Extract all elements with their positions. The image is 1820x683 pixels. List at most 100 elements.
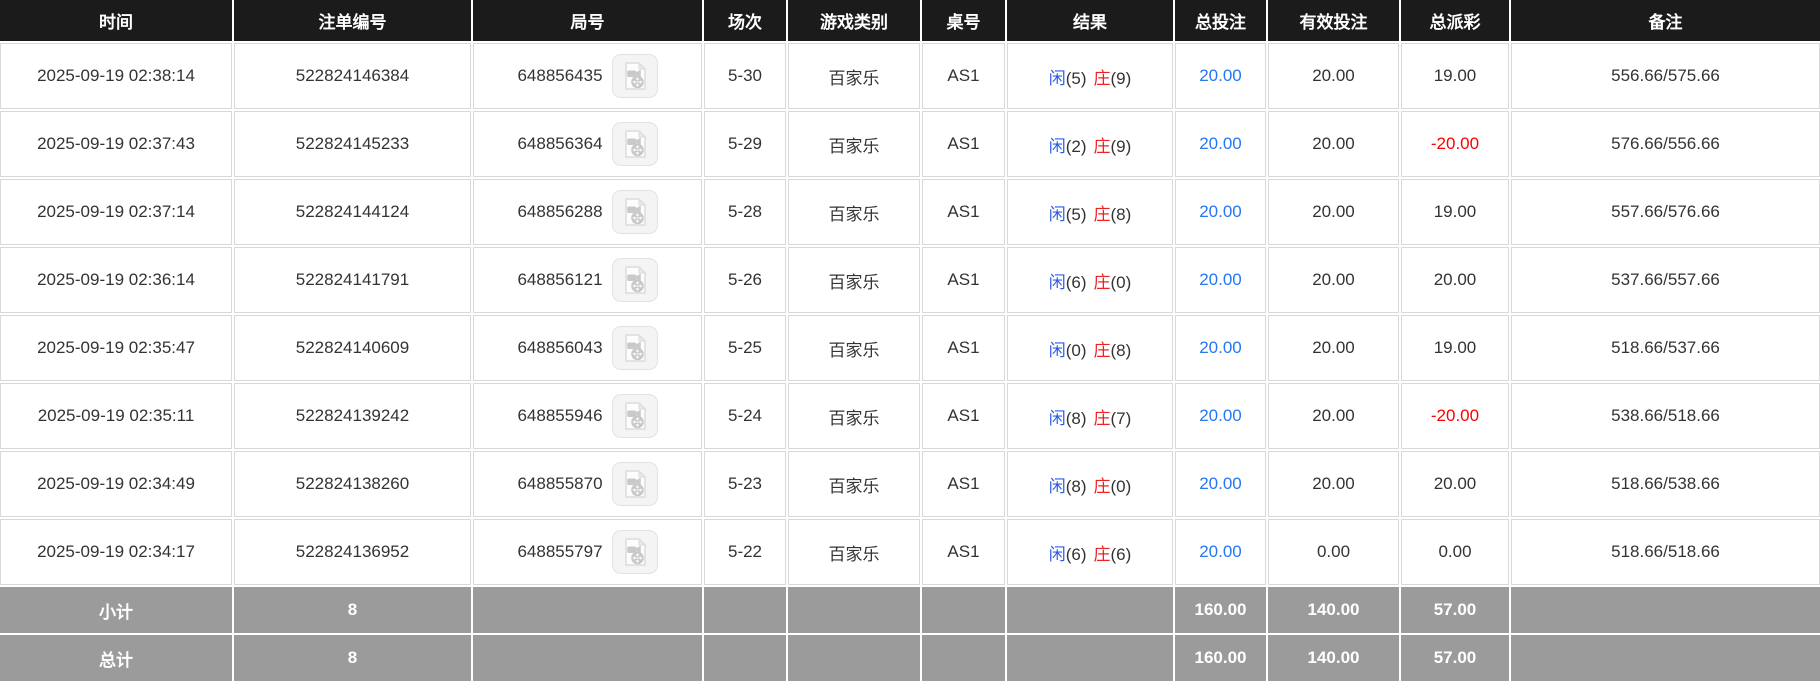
- game-number: 648856435: [517, 66, 603, 85]
- video-replay-button[interactable]: [611, 54, 658, 98]
- total-bet-value[interactable]: 20.00: [1199, 270, 1242, 289]
- total-bet-value[interactable]: 20.00: [1199, 338, 1242, 357]
- game-number: 648855870: [517, 474, 603, 493]
- cell-result: 闲(0) 庄(8): [1007, 315, 1173, 381]
- cell-game_type: 百家乐: [788, 43, 920, 109]
- cell-game_type: 百家乐: [788, 451, 920, 517]
- game-number: 648855946: [517, 406, 603, 425]
- video-replay-button[interactable]: [611, 530, 658, 574]
- banker-result-label: 庄: [1093, 204, 1111, 224]
- video-replay-button[interactable]: [611, 462, 658, 506]
- cell-valid_bet: 20.00: [1268, 451, 1399, 517]
- total-bet-value[interactable]: 20.00: [1199, 542, 1242, 561]
- banker-result-label: 庄: [1093, 408, 1111, 428]
- total-bet-value[interactable]: 20.00: [1199, 406, 1242, 425]
- game-number-group: 648855797: [478, 530, 697, 574]
- cell-time: 2025-09-19 02:37:14: [0, 179, 232, 245]
- cell-valid_bet: 20.00: [1268, 383, 1399, 449]
- total-bet-value[interactable]: 20.00: [1199, 474, 1242, 493]
- player-result-label: 闲: [1048, 136, 1066, 156]
- game-number-group: 648856288: [478, 190, 697, 234]
- player-result-score: (0): [1065, 340, 1087, 360]
- game-number: 648855797: [517, 542, 603, 561]
- video-replay-button[interactable]: [611, 122, 658, 166]
- cell-payout: 20.00: [1401, 247, 1509, 313]
- cell-table_no: AS1: [922, 111, 1005, 177]
- video-replay-icon: [624, 333, 646, 362]
- player-result-label: 闲: [1048, 204, 1066, 224]
- game-number-group: 648855946: [478, 394, 697, 438]
- cell-payout: 20.00: [1401, 451, 1509, 517]
- cell-total_bet: 20.00: [1175, 519, 1266, 585]
- summary-cell-payout: 57.00: [1401, 635, 1509, 681]
- banker-result-label: 庄: [1093, 68, 1111, 88]
- banker-result-score: (0): [1110, 272, 1132, 292]
- cell-session: 5-28: [704, 179, 786, 245]
- cell-time: 2025-09-19 02:35:11: [0, 383, 232, 449]
- player-result-score: (2): [1065, 136, 1087, 156]
- video-replay-button[interactable]: [611, 190, 658, 234]
- banker-result-label: 庄: [1093, 272, 1111, 292]
- video-replay-button[interactable]: [611, 258, 658, 302]
- video-replay-icon: [624, 265, 646, 294]
- summary-cell-game_no: [473, 635, 702, 681]
- summary-cell-table_no: [922, 635, 1005, 681]
- banker-result-label: 庄: [1093, 476, 1111, 496]
- cell-session: 5-29: [704, 111, 786, 177]
- player-result-label: 闲: [1048, 68, 1066, 88]
- cell-result: 闲(5) 庄(9): [1007, 43, 1173, 109]
- player-result-label: 闲: [1048, 340, 1066, 360]
- cell-game_no: 648856288: [473, 179, 702, 245]
- cell-session: 5-25: [704, 315, 786, 381]
- cell-game_type: 百家乐: [788, 315, 920, 381]
- summary-cell-game_type: [788, 635, 920, 681]
- video-replay-button[interactable]: [611, 394, 658, 438]
- game-number-group: 648856121: [478, 258, 697, 302]
- cell-remark: 576.66/556.66: [1511, 111, 1820, 177]
- cell-time: 2025-09-19 02:35:47: [0, 315, 232, 381]
- summary-cell-result: [1007, 635, 1173, 681]
- cell-game_no: 648855797: [473, 519, 702, 585]
- cell-time: 2025-09-19 02:38:14: [0, 43, 232, 109]
- banker-result-label: 庄: [1093, 340, 1111, 360]
- cell-valid_bet: 20.00: [1268, 43, 1399, 109]
- summary-cell-result: [1007, 587, 1173, 633]
- video-replay-icon: [624, 129, 646, 158]
- cell-game_type: 百家乐: [788, 247, 920, 313]
- cell-remark: 518.66/537.66: [1511, 315, 1820, 381]
- summary-cell-remark: [1511, 587, 1820, 633]
- summary-cell-bet_no: 8: [234, 635, 471, 681]
- cell-time: 2025-09-19 02:34:49: [0, 451, 232, 517]
- video-replay-button[interactable]: [611, 326, 658, 370]
- column-header-game_type: 游戏类别: [788, 0, 920, 41]
- cell-game_no: 648856121: [473, 247, 702, 313]
- cell-remark: 557.66/576.66: [1511, 179, 1820, 245]
- cell-valid_bet: 20.00: [1268, 247, 1399, 313]
- summary-label: 小计: [0, 587, 232, 633]
- summary-cell-remark: [1511, 635, 1820, 681]
- player-result-label: 闲: [1048, 544, 1066, 564]
- cell-game_no: 648856435: [473, 43, 702, 109]
- summary-cell-valid_bet: 140.00: [1268, 587, 1399, 633]
- cell-bet_no: 522824140609: [234, 315, 471, 381]
- game-number-group: 648856364: [478, 122, 697, 166]
- summary-label: 总计: [0, 635, 232, 681]
- total-bet-value[interactable]: 20.00: [1199, 202, 1242, 221]
- cell-bet_no: 522824136952: [234, 519, 471, 585]
- cell-table_no: AS1: [922, 451, 1005, 517]
- cell-payout: 19.00: [1401, 179, 1509, 245]
- column-header-bet_no: 注单编号: [234, 0, 471, 41]
- banker-result-score: (9): [1110, 136, 1132, 156]
- total-bet-value[interactable]: 20.00: [1199, 66, 1242, 85]
- game-number: 648856043: [517, 338, 603, 357]
- game-number: 648856121: [517, 270, 603, 289]
- cell-session: 5-23: [704, 451, 786, 517]
- cell-table_no: AS1: [922, 179, 1005, 245]
- cell-game_no: 648855946: [473, 383, 702, 449]
- game-number: 648856288: [517, 202, 603, 221]
- total-bet-value[interactable]: 20.00: [1199, 134, 1242, 153]
- summary-cell-total_bet: 160.00: [1175, 635, 1266, 681]
- column-header-session: 场次: [704, 0, 786, 41]
- banker-result-score: (8): [1110, 340, 1132, 360]
